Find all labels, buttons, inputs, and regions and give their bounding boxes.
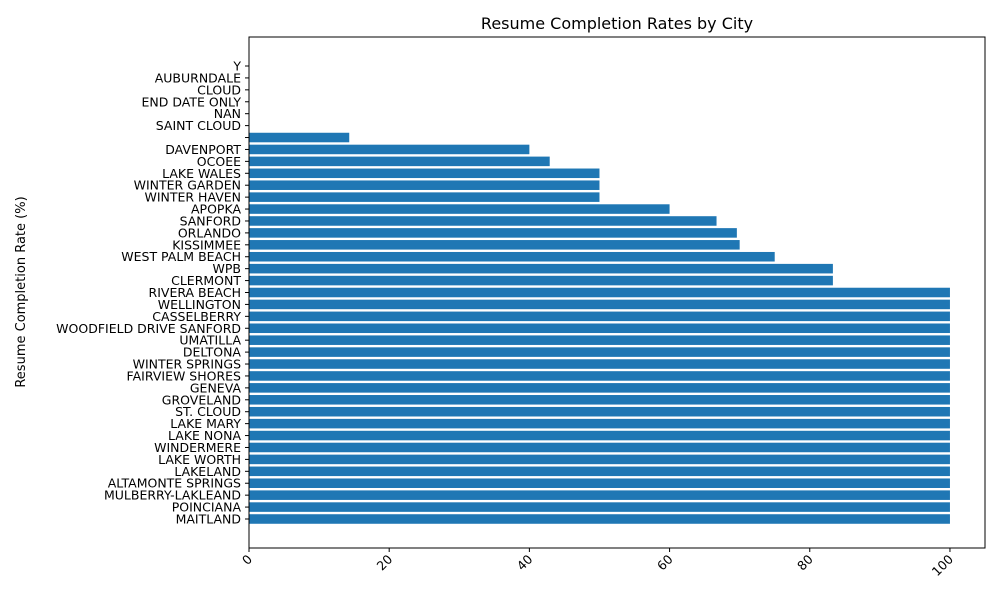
bar [249, 144, 530, 155]
bar [249, 478, 950, 489]
category-label: RIVERA BEACH [149, 285, 241, 300]
chart-title: Resume Completion Rates by City [481, 14, 753, 33]
category-label: WOODFIELD DRIVE SANFORD [56, 321, 241, 336]
bar [249, 490, 950, 500]
x-tick-label: 20 [373, 551, 395, 573]
bar [249, 347, 950, 357]
bars-group [249, 132, 950, 524]
bar [249, 395, 950, 405]
category-label: ORLANDO [178, 225, 241, 240]
x-tick-label: 100 [929, 551, 957, 579]
bar [249, 466, 950, 477]
category-label: LAKE WALES [162, 166, 241, 181]
x-ticks: 0 20 40 60 80 100 [239, 548, 956, 579]
bar [249, 275, 833, 286]
category-label: LAKELAND [174, 464, 241, 479]
bar [249, 454, 950, 465]
category-label: SAINT CLOUD [156, 118, 241, 133]
category-label: Y [232, 59, 241, 74]
bar [249, 156, 550, 167]
bar [249, 204, 670, 214]
category-label: OCOEE [197, 154, 241, 169]
plot-frame [248, 36, 986, 549]
category-label: GROVELAND [162, 392, 241, 407]
category-label: ST. CLOUD [175, 404, 241, 419]
category-label: LAKE WORTH [158, 452, 241, 467]
category-label: WEST PALM BEACH [121, 249, 241, 264]
bar [249, 299, 950, 310]
category-label: KISSIMMEE [172, 237, 241, 252]
bar [249, 192, 600, 202]
category-label: WINDERMERE [154, 440, 241, 455]
category-label: CASSELBERRY [152, 309, 241, 324]
bar [249, 323, 950, 334]
x-tick-label: 40 [514, 551, 536, 573]
category-label: WELLINGTON [158, 297, 241, 312]
category-label: WINTER HAVEN [144, 190, 241, 205]
bar [249, 168, 600, 179]
bar [249, 132, 350, 143]
category-label: MAITLAND [176, 512, 241, 527]
category-label: CLERMONT [171, 273, 241, 288]
x-tick-label: 80 [794, 551, 816, 573]
bar [249, 371, 950, 381]
y-axis-label: Resume Completion Rate (%) [14, 196, 29, 387]
category-label: FAIRVIEW SHORES [127, 368, 242, 383]
category-label: AUBURNDALE [155, 70, 241, 85]
bar [249, 311, 950, 322]
bar [249, 406, 950, 417]
bar [249, 216, 717, 226]
category-label: WINTER GARDEN [134, 178, 241, 193]
bar [249, 514, 950, 524]
category-label: ALTAMONTE SPRINGS [108, 476, 241, 491]
x-tick-label: 0 [239, 551, 255, 567]
bar [249, 240, 740, 250]
bar [249, 180, 600, 190]
category-label: UMATILLA [179, 333, 241, 348]
category-label: GENEVA [190, 380, 242, 395]
category-label: DELTONA [183, 345, 242, 360]
category-label: WINTER SPRINGS [133, 357, 241, 372]
category-label: LAKE MARY [170, 416, 241, 431]
bar [249, 430, 950, 441]
bar [249, 359, 950, 369]
x-tick-label: 60 [654, 551, 676, 573]
category-label: MULBERRY-LAKLEAND [104, 488, 241, 503]
bar [249, 502, 950, 512]
category-label: WPB [213, 261, 241, 276]
bar [249, 287, 950, 298]
bar [249, 263, 833, 274]
bar [249, 228, 737, 238]
category-label: LAKE NONA [168, 428, 241, 443]
category-label: APOPKA [191, 202, 241, 217]
bar [249, 383, 950, 393]
category-label: CLOUD [197, 82, 241, 97]
category-label: POINCIANA [172, 500, 242, 515]
bar [249, 418, 950, 429]
bar [249, 335, 950, 345]
category-label: SANFORD [180, 213, 241, 228]
category-label: DAVENPORT [165, 142, 241, 157]
category-label: NAN [214, 106, 241, 121]
category-label: END DATE ONLY [142, 94, 242, 109]
bar [249, 442, 950, 453]
bar [249, 251, 775, 262]
